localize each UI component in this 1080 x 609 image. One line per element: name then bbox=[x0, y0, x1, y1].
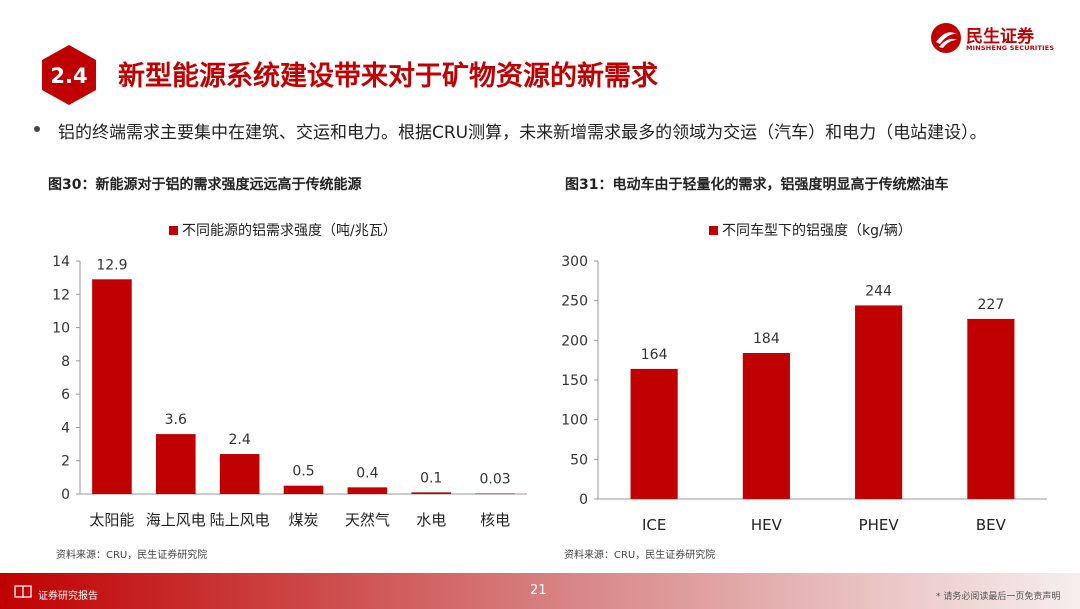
y-tick-label: 300 bbox=[561, 254, 588, 270]
bar-海上风电 bbox=[155, 434, 196, 494]
bullet-text: 铝的终端需求主要集中在建筑、交运和电力。根据CRU测算，未来新增需求最多的领域为… bbox=[58, 123, 987, 143]
bar-PHEV bbox=[855, 305, 903, 499]
figure-31-source: 资料来源：CRU，民生证券研究院 bbox=[564, 550, 716, 561]
x-tick-label-煤炭: 煤炭 bbox=[288, 511, 318, 529]
y-tick-label: 50 bbox=[570, 452, 588, 468]
data-label-HEV: 184 bbox=[753, 331, 780, 347]
data-label-煤炭: 0.5 bbox=[292, 464, 314, 480]
book-icon bbox=[14, 585, 32, 599]
x-tick-label-核电: 核电 bbox=[480, 511, 510, 529]
x-tick-label-陆上风电: 陆上风电 bbox=[210, 511, 270, 529]
y-tick-label: 12 bbox=[52, 287, 70, 303]
x-tick-label-水电: 水电 bbox=[416, 511, 446, 529]
x-tick-label-ICE: ICE bbox=[642, 516, 666, 534]
bar-ICE bbox=[630, 368, 678, 499]
figure-30-title: 图30：新能源对于铝的需求强度远远高于传统能源 bbox=[48, 177, 362, 193]
section-number: 2.4 bbox=[50, 64, 87, 88]
bar-BEV bbox=[967, 318, 1015, 499]
y-tick-label: 0 bbox=[579, 492, 588, 508]
section-badge: 2.4 bbox=[42, 45, 96, 105]
minsheng-logo-icon bbox=[931, 23, 961, 53]
figure-31-title: 图31：电动车由于轻量化的需求，铝强度明显高于传统燃油车 bbox=[565, 177, 949, 193]
bullet-dot bbox=[34, 126, 40, 132]
disclaimer: * 请务必阅读最后一页免责声明 bbox=[936, 592, 1061, 602]
page-title: 新型能源系统建设带来对于矿物资源的新需求 bbox=[118, 61, 658, 92]
y-tick-label: 10 bbox=[52, 321, 70, 337]
y-tick-label: 150 bbox=[561, 373, 588, 389]
y-tick-label: 100 bbox=[561, 413, 588, 429]
logo-subtext: MINSHENG SECURITIES bbox=[966, 44, 1055, 52]
data-label-BEV: 227 bbox=[978, 297, 1005, 313]
legend-label: 不同能源的铝需求强度（吨/兆瓦） bbox=[182, 223, 397, 239]
data-label-太阳能: 12.9 bbox=[96, 257, 127, 273]
bar-HEV bbox=[742, 353, 790, 499]
legend-swatch bbox=[709, 226, 718, 235]
x-tick-label-太阳能: 太阳能 bbox=[89, 511, 134, 529]
data-label-海上风电: 3.6 bbox=[165, 412, 187, 428]
y-tick-label: 8 bbox=[61, 354, 70, 370]
bar-天然气 bbox=[347, 487, 388, 494]
y-tick-label: 6 bbox=[61, 387, 70, 403]
y-tick-label: 14 bbox=[52, 254, 70, 270]
y-tick-label: 4 bbox=[61, 420, 70, 436]
bar-核电 bbox=[475, 493, 515, 495]
footer-label: 证券研究报告 bbox=[38, 591, 98, 602]
data-label-天然气: 0.4 bbox=[356, 465, 378, 481]
y-tick-label: 200 bbox=[561, 333, 588, 349]
data-label-水电: 0.1 bbox=[420, 470, 442, 486]
x-tick-label-海上风电: 海上风电 bbox=[146, 511, 206, 529]
bar-陆上风电 bbox=[219, 454, 260, 494]
legend-swatch bbox=[169, 226, 178, 235]
y-tick-label: 250 bbox=[561, 294, 588, 310]
chart-energy-aluminum-intensity: 不同能源的铝需求强度（吨/兆瓦） 0 2 4 6 8 10 12 14 12.9 太阳能 3.6 海上风… bbox=[52, 223, 527, 529]
footer-bar bbox=[0, 573, 1080, 609]
data-label-陆上风电: 2.4 bbox=[229, 432, 251, 448]
bar-煤炭 bbox=[283, 485, 324, 494]
logo-text: 民生证券 bbox=[966, 27, 1034, 47]
chart-vehicle-aluminum-intensity: 不同车型下的铝强度（kg/辆） 0 50 100 150 200 250 300 164 ICE 1… bbox=[561, 222, 1047, 534]
data-label-核电: 0.03 bbox=[479, 472, 510, 488]
y-tick-label: 0 bbox=[61, 487, 70, 503]
x-tick-label-BEV: BEV bbox=[976, 516, 1007, 534]
legend-label: 不同车型下的铝强度（kg/辆） bbox=[722, 222, 912, 239]
bar-太阳能 bbox=[92, 279, 132, 494]
bar-水电 bbox=[411, 492, 452, 494]
x-tick-label-天然气: 天然气 bbox=[345, 511, 390, 529]
page-number: 21 bbox=[530, 583, 547, 598]
figure-30-source: 资料来源：CRU，民生证券研究院 bbox=[56, 550, 208, 561]
data-label-ICE: 164 bbox=[641, 347, 668, 363]
x-tick-label-HEV: HEV bbox=[751, 516, 783, 534]
x-tick-label-PHEV: PHEV bbox=[859, 516, 900, 534]
y-tick-label: 2 bbox=[61, 454, 70, 470]
data-label-PHEV: 244 bbox=[865, 283, 892, 299]
